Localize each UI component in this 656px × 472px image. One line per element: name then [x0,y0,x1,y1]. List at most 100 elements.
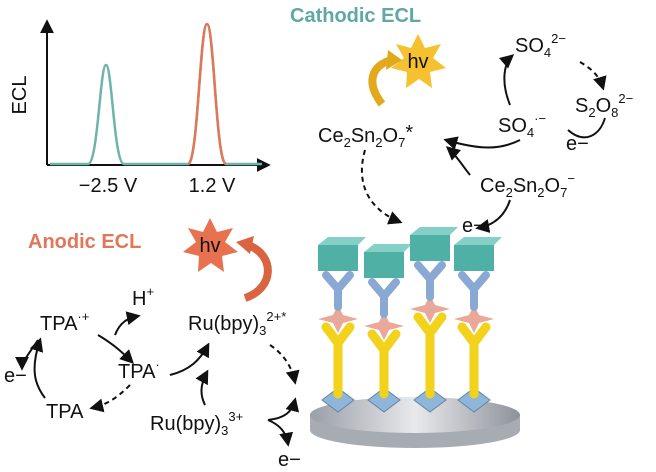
arrowhead [386,50,402,70]
yellow-antibody [413,312,447,399]
antigen [318,305,358,333]
cathodic-cycle: Cathodic ECL hv SO42− S2O82− SO4·− e− Ce… [290,5,633,237]
arrow [269,344,300,385]
peak-label: −2.5 V [79,175,138,197]
sup: ·− [534,111,546,126]
blue-antibody [414,261,446,301]
part: Ce [480,175,506,197]
sup: * [405,122,413,144]
part: SO [515,35,544,57]
probe-base [367,387,401,413]
y-label: ECL [9,76,31,115]
label-cube-top [454,237,502,245]
sub: 2 [344,135,351,150]
peak-label: 1.2 V [189,175,236,197]
part: Sn [351,125,375,147]
part: Ce [318,125,344,147]
electron: e− [278,449,301,471]
emission-arrow [243,241,272,302]
part: Sn [513,175,537,197]
electron: e− [566,133,589,155]
label-cube [364,252,404,278]
sub: 4 [527,125,534,140]
arrow [360,149,403,225]
sub: 4 [544,45,551,60]
part: Ru(bpy) [188,313,259,335]
label-cube-top [410,227,458,235]
spectrum: ECL −2.5 V 1.2 V [9,19,271,197]
sub: 2 [375,135,382,150]
part: S [575,95,588,117]
part: Ru(bpy) [150,413,221,435]
arrow [475,199,511,233]
part: O [383,125,399,147]
sup: 2− [618,91,633,106]
label-cube [318,245,358,271]
arrowhead [236,236,254,254]
sup: 3+ [228,409,243,424]
blue-antibody [458,271,490,311]
arrow [29,337,46,399]
formula: Ru(bpy)33+ [150,409,243,438]
arrow [443,136,521,150]
tpa: TPA [46,401,84,423]
label-cube [454,245,494,271]
part: H [132,288,146,310]
blue-antibody [368,278,400,318]
formula: TPA·+ [40,309,89,335]
probe-base [321,387,355,413]
arrow [169,342,210,376]
sub: 7 [398,135,405,150]
arrow [89,384,131,413]
sup: 2− [551,31,566,46]
sup: − [567,171,575,186]
sub: 7 [560,185,567,200]
sub: 2 [506,185,513,200]
sup: · [155,357,159,372]
probe-base [413,387,447,413]
star [183,218,238,272]
sup: 2+* [266,309,286,324]
arrow [445,146,471,176]
antigen [454,305,494,333]
sub: 8 [611,105,618,120]
electrode [310,227,520,448]
arrow [267,419,294,447]
hv: hv [407,51,428,73]
antigen [364,312,404,340]
sub: 3 [221,423,228,438]
sup: + [146,284,154,299]
anodic-peak [186,22,228,166]
formula: Ce2Sn2O7* [318,122,413,150]
anodic-title: Anodic ECL [28,231,141,253]
star [391,34,446,88]
part: O [596,95,612,117]
hv: hv [199,235,220,257]
arrow [114,311,141,336]
sub: 3 [259,323,266,338]
formula: SO4·− [498,111,546,140]
sub: 2 [588,105,595,120]
part: O [545,175,561,197]
arrow [195,369,209,406]
cathodic-title: Cathodic ECL [290,5,421,27]
formula: Ce2Sn2O7− [480,171,575,200]
sub: 2 [537,185,544,200]
label-cube [410,235,450,261]
arrow [97,334,134,364]
label-cube-top [364,244,412,252]
part: TPA [118,361,156,383]
formula: TPA· [118,357,160,383]
cathodic-peak [50,22,262,166]
arrow [498,54,515,106]
yellow-antibody [367,329,401,399]
label-cube-top [318,237,366,245]
blue-antibody [322,271,354,311]
electron: e− [462,215,485,237]
anodic-cycle: Anodic ECL hv TPA·+ H+ e− TPA· TPA Ru(bp… [4,218,301,471]
electron: e− [4,365,27,387]
formula: S2O82− [575,91,633,120]
probe-base [457,387,491,413]
formula: SO42− [515,31,566,60]
